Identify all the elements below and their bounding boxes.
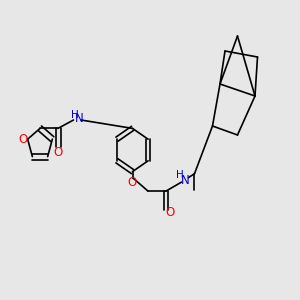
Text: N: N bbox=[181, 174, 190, 187]
Text: O: O bbox=[53, 146, 63, 159]
Text: O: O bbox=[166, 206, 175, 219]
Text: H: H bbox=[176, 170, 184, 181]
Text: N: N bbox=[75, 112, 83, 125]
Text: O: O bbox=[19, 133, 28, 146]
Text: O: O bbox=[128, 176, 137, 190]
Text: H: H bbox=[71, 110, 79, 120]
